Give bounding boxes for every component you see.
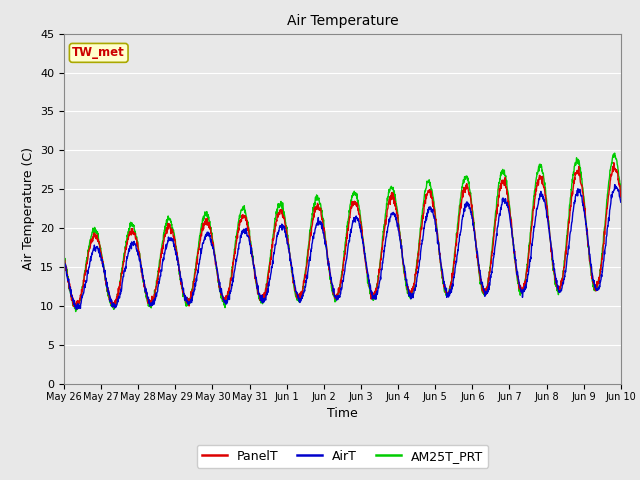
Title: Air Temperature: Air Temperature [287, 14, 398, 28]
Text: TW_met: TW_met [72, 47, 125, 60]
X-axis label: Time: Time [327, 407, 358, 420]
Legend: PanelT, AirT, AM25T_PRT: PanelT, AirT, AM25T_PRT [196, 444, 488, 468]
Y-axis label: Air Temperature (C): Air Temperature (C) [22, 147, 35, 270]
